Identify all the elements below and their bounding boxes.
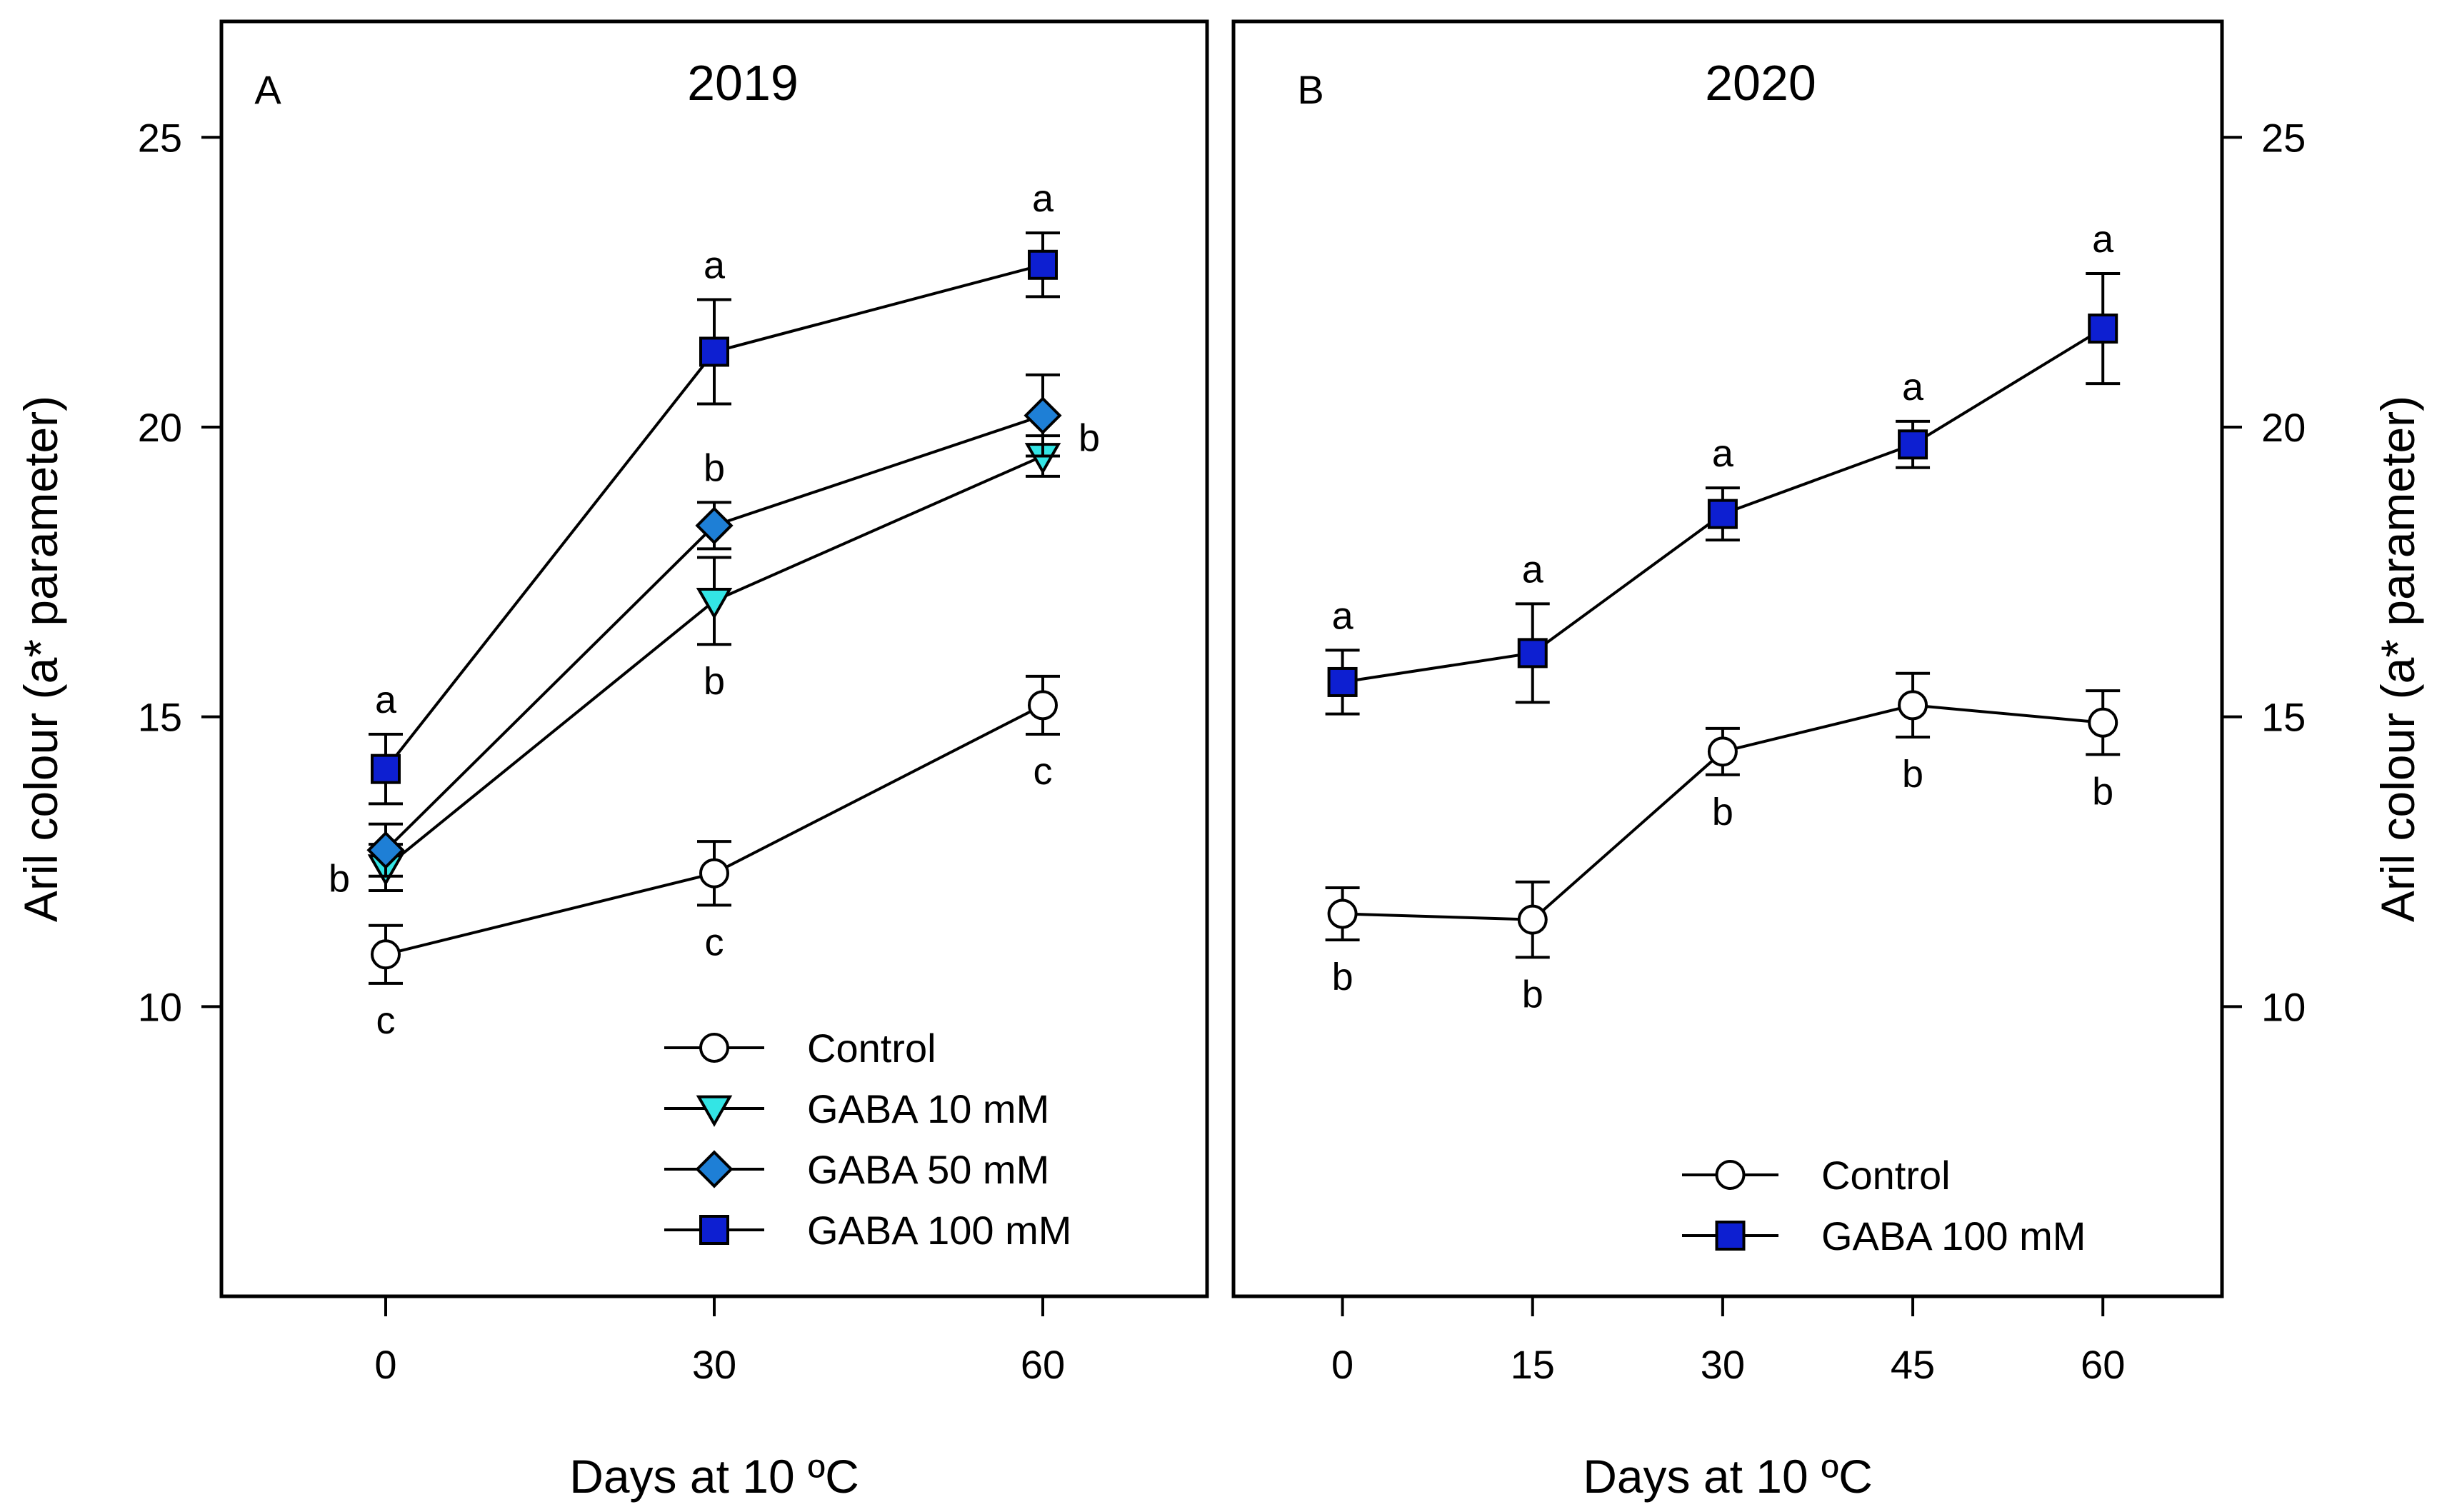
significance-letter: a (2092, 218, 2114, 261)
series-points-gaba-100-mm (1325, 271, 2121, 716)
y-tick-label: 25 (138, 115, 182, 160)
panel-b-2020: 0 15 30 45 60 10 15 20 25 2020 B Days at 10 ºC Aril … (1231, 19, 2424, 1503)
legend-label: GABA 50 mM (807, 1147, 1049, 1192)
data-point (2088, 707, 2118, 738)
panel-title: 2019 (687, 55, 799, 111)
significance-letter: b (1712, 791, 1733, 833)
data-point (1898, 690, 1928, 721)
legend-marker (695, 1150, 734, 1188)
data-point (2088, 314, 2118, 344)
x-axis-title: Days at 10 ºC (1583, 1450, 1873, 1503)
significance-letter: a (1712, 432, 1734, 475)
significance-letter: a (1032, 177, 1054, 220)
y-tick-label: 20 (2261, 405, 2306, 450)
significance-letter: a (1902, 366, 1924, 409)
series-points-control (1325, 671, 2121, 959)
significance-letter: b (1332, 956, 1353, 998)
significance-letter: c (376, 999, 396, 1042)
x-tick-label: 0 (374, 1342, 396, 1387)
data-point (1517, 638, 1548, 669)
data-point (1024, 396, 1062, 435)
data-point (695, 506, 734, 545)
legend-marker (1715, 1160, 1746, 1190)
significance-letter: a (375, 679, 397, 721)
x-tick-label: 30 (1701, 1342, 1745, 1387)
significance-letter: b (704, 660, 725, 703)
data-point (1028, 249, 1058, 280)
legend-marker (1715, 1221, 1746, 1251)
y-tick-label: 20 (138, 405, 182, 450)
significance-letter: a (704, 244, 726, 286)
panel-letter: B (1297, 67, 1323, 112)
y-tick-label: 15 (2261, 695, 2306, 740)
data-point (371, 939, 401, 970)
legend-label: Control (1821, 1153, 1951, 1198)
data-point (366, 831, 405, 869)
data-point (1707, 499, 1738, 529)
y-axis-title: Aril colour (a* parameter) (2371, 396, 2424, 922)
legend-marker (696, 1095, 733, 1127)
legend: Control GABA 10 mM GABA 50 mM GABA 100 mM (664, 1026, 1071, 1253)
series-points-gaba-50-mm (366, 373, 1062, 878)
data-point (1517, 904, 1548, 935)
legend: Control GABA 100 mM (1682, 1153, 2086, 1258)
legend-entry-control: Control (1682, 1153, 1951, 1198)
data-point (699, 336, 729, 367)
series-points-gaba-100-mm (369, 231, 1060, 806)
data-point (696, 587, 733, 620)
legend-entry-control: Control (664, 1026, 936, 1071)
data-point (1327, 898, 1358, 929)
x-axis-title: Days at 10 ºC (569, 1450, 859, 1503)
significance-letter: b (2092, 770, 2113, 813)
x-tick-label: 15 (1511, 1342, 1555, 1387)
y-tick-label: 25 (2261, 115, 2306, 160)
legend-entry-gaba-50-mm: GABA 50 mM (664, 1147, 1049, 1192)
data-point (371, 754, 401, 784)
significance-letter: c (705, 921, 724, 963)
significance-letter: c (1034, 750, 1053, 793)
data-point (1898, 429, 1928, 460)
x-tick-label: 60 (2081, 1342, 2125, 1387)
y-tick-label: 15 (138, 695, 182, 740)
significance-letter: a (1522, 548, 1544, 591)
series-points-control (369, 674, 1060, 985)
legend-label: GABA 10 mM (807, 1086, 1049, 1131)
x-tick-label: 0 (1331, 1342, 1353, 1387)
legend-entry-gaba-100-mm: GABA 100 mM (664, 1208, 1071, 1253)
significance-letter: b (1902, 753, 1923, 796)
data-point (1327, 666, 1358, 697)
significance-letter: b (329, 857, 350, 900)
data-point (699, 858, 729, 888)
significance-letter: a (1332, 594, 1354, 637)
y-tick-label: 10 (138, 984, 182, 1029)
significance-letter: b (1079, 417, 1100, 460)
series-points-gaba-10-mm (367, 434, 1061, 893)
panel-title: 2020 (1705, 55, 1816, 111)
legend-label: GABA 100 mM (807, 1208, 1071, 1253)
plot-frame (1231, 19, 2224, 1298)
data-point (1707, 736, 1738, 767)
y-tick-label: 10 (2261, 984, 2306, 1029)
x-tick-label: 60 (1021, 1342, 1065, 1387)
significance-letter: b (1522, 973, 1543, 1016)
data-point (1028, 690, 1058, 721)
legend-label: GABA 100 mM (1821, 1213, 2086, 1258)
panel-a-2019: 0 30 60 10 15 20 25 2019 A Days at 10 ºC Aril colo… (14, 19, 1209, 1503)
x-tick-label: 45 (1891, 1342, 1935, 1387)
legend-marker (699, 1033, 729, 1063)
significance-letter: b (704, 446, 725, 489)
legend-entry-gaba-100-mm: GABA 100 mM (1682, 1213, 2086, 1258)
legend-marker (699, 1215, 729, 1245)
x-tick-label: 30 (692, 1342, 736, 1387)
legend-label: Control (807, 1026, 936, 1071)
legend-entry-gaba-10-mm: GABA 10 mM (664, 1086, 1049, 1131)
panel-letter: A (254, 67, 281, 112)
y-axis-title: Aril colour (a* parameter) (14, 396, 67, 922)
